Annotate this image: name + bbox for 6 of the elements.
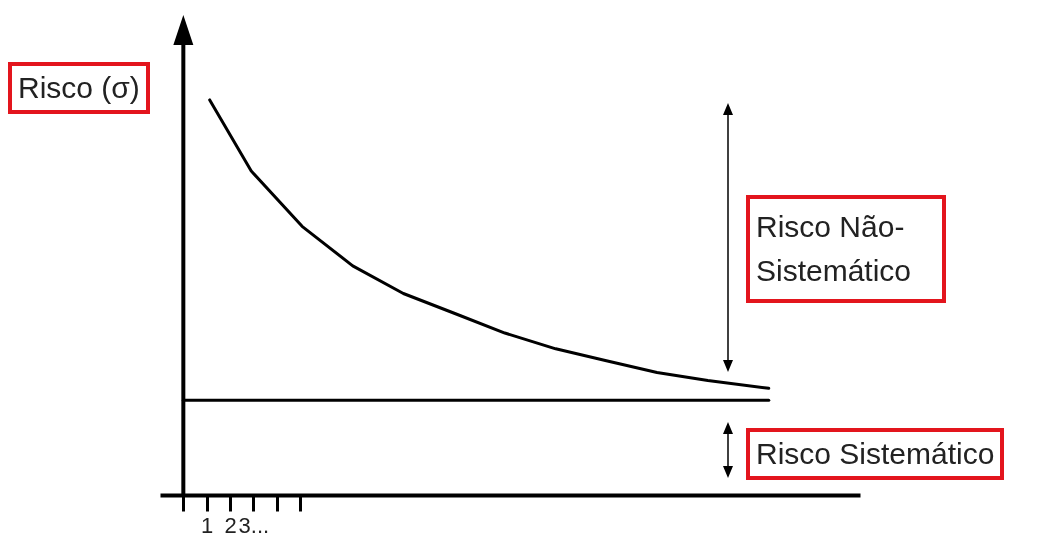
- x-tick-label: 2: [224, 512, 237, 538]
- annotation: Risco Não-Sistemático: [746, 195, 946, 303]
- y-axis-title: Risco (σ): [8, 62, 150, 114]
- x-tick-label: 3...: [238, 512, 270, 538]
- x-tick-label: 1: [201, 512, 214, 538]
- annotation: Risco Sistemático: [746, 428, 1005, 480]
